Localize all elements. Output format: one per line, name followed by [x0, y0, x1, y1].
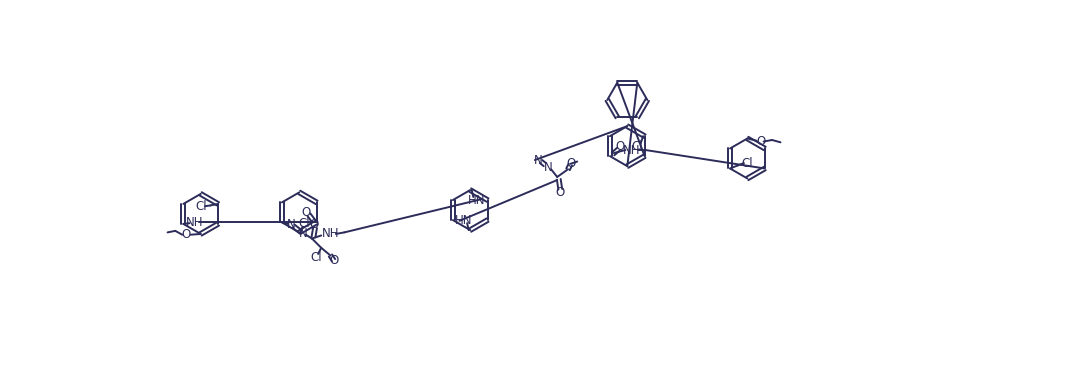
Text: O: O: [615, 141, 625, 154]
Text: N: N: [287, 218, 296, 231]
Text: O: O: [301, 206, 311, 219]
Text: HN: HN: [467, 194, 486, 207]
Text: NH: NH: [186, 216, 203, 229]
Text: HN: HN: [455, 214, 473, 227]
Text: O: O: [556, 186, 565, 199]
Text: NH: NH: [322, 227, 339, 240]
Text: N: N: [544, 161, 552, 174]
Text: O: O: [566, 157, 576, 170]
Text: N: N: [299, 227, 308, 240]
Text: Cl: Cl: [631, 139, 643, 152]
Text: O: O: [181, 228, 191, 241]
Text: Cl: Cl: [311, 250, 323, 263]
Text: Cl: Cl: [195, 200, 207, 213]
Text: O: O: [330, 255, 339, 267]
Text: O: O: [309, 218, 318, 231]
Text: N: N: [534, 154, 543, 167]
Text: NH: NH: [623, 144, 640, 157]
Text: Cl: Cl: [741, 157, 753, 170]
Text: Cl: Cl: [299, 217, 311, 230]
Text: O: O: [756, 135, 765, 148]
